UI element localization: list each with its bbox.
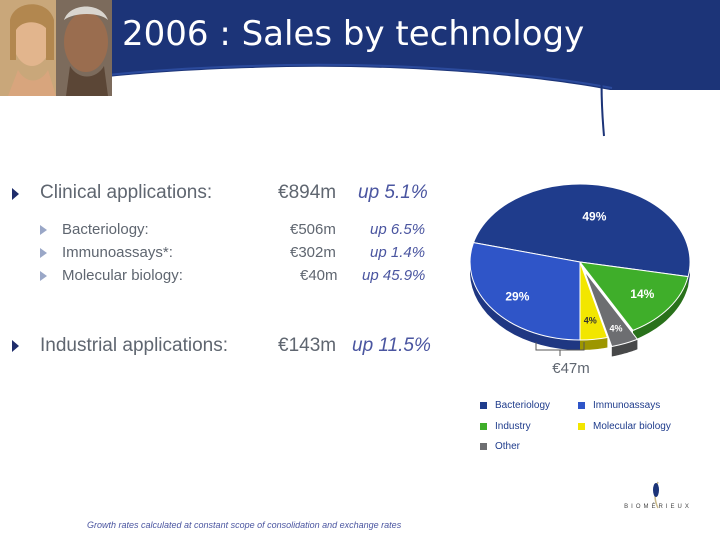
pie-label-immunoassays: 29% bbox=[505, 289, 529, 303]
title-banner: 2006 : Sales by technology bbox=[0, 0, 720, 137]
legend-swatch bbox=[480, 422, 487, 430]
legend-swatch bbox=[480, 401, 487, 409]
legend-label: Bacteriology bbox=[495, 400, 551, 411]
pie-slice-side-other bbox=[611, 339, 638, 357]
legend-item-bacteriology: Bacteriology bbox=[480, 400, 550, 411]
legend-label: Industry bbox=[495, 421, 531, 432]
item-growth-molecular: up 45.9% bbox=[362, 267, 426, 284]
biomerieux-logo-icon bbox=[653, 481, 659, 509]
section-label-industrial: Industrial applications: bbox=[40, 335, 228, 356]
people-photo bbox=[0, 0, 112, 96]
legend-item-industry: Industry bbox=[480, 421, 531, 432]
pie-slice-other bbox=[583, 270, 639, 348]
pie-label-industry: 14% bbox=[630, 287, 654, 301]
legend-label: Immunoassays bbox=[593, 400, 661, 411]
section-growth-clinical: up 5.1% bbox=[358, 182, 428, 203]
section-value-clinical: €894m bbox=[278, 182, 337, 203]
page-title: 2006 : Sales by technology bbox=[122, 14, 585, 54]
pie-slice-side-molecular-biology bbox=[580, 337, 608, 350]
pie-slice-industry bbox=[578, 261, 689, 332]
section-label-clinical: Clinical applications: bbox=[40, 182, 213, 203]
item-label-immunoassays: Immunoassays*: bbox=[62, 244, 173, 261]
pie-slice-bacteriology bbox=[472, 183, 691, 278]
item-value-bacteriology: €506m bbox=[290, 221, 336, 238]
item-value-immunoassays: €302m bbox=[290, 244, 336, 261]
footnote: Growth rates calculated at constant scop… bbox=[87, 520, 402, 530]
banner-curve bbox=[600, 9, 613, 137]
sub-bullet-icon bbox=[40, 271, 47, 281]
bullet-icon bbox=[12, 340, 19, 352]
callout-bracket bbox=[535, 342, 585, 356]
legend-swatch bbox=[480, 442, 487, 450]
legend-item-immunoassays: Immunoassays bbox=[578, 400, 660, 411]
legend-swatch bbox=[578, 401, 585, 409]
pie-label-bacteriology: 49% bbox=[582, 209, 606, 223]
brand-logo-text: BIOMÉRIEUX bbox=[624, 504, 692, 510]
bullet-icon bbox=[12, 188, 19, 200]
sub-bullet-icon bbox=[40, 248, 47, 258]
sub-bullet-icon bbox=[40, 225, 47, 235]
section-growth-industrial: up 11.5% bbox=[352, 335, 431, 356]
pie-label-other: 4% bbox=[609, 324, 622, 334]
legend-label: Other bbox=[495, 441, 521, 452]
item-growth-immunoassays: up 1.4% bbox=[370, 244, 426, 261]
pie-label-molecular-biology: 4% bbox=[584, 315, 597, 325]
item-value-molecular: €40m bbox=[300, 267, 338, 284]
item-label-molecular: Molecular biology: bbox=[62, 267, 183, 284]
legend-item-other: Other bbox=[480, 441, 520, 452]
item-growth-bacteriology: up 6.5% bbox=[370, 221, 426, 238]
pie-slice-immunoassays bbox=[469, 242, 581, 341]
legend-item-molecular-biology: Molecular biology bbox=[578, 421, 671, 432]
section-value-industrial: €143m bbox=[278, 335, 337, 356]
legend-swatch bbox=[578, 422, 585, 430]
pie-slice-side-immunoassays bbox=[470, 242, 580, 350]
legend-label: Molecular biology bbox=[593, 421, 671, 432]
callout-value: €47m bbox=[552, 360, 590, 377]
item-label-bacteriology: Bacteriology: bbox=[62, 221, 149, 238]
